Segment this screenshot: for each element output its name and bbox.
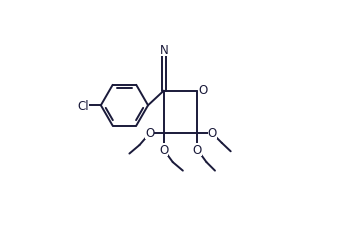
Text: O: O bbox=[193, 144, 202, 157]
Text: Cl: Cl bbox=[78, 99, 89, 112]
Text: O: O bbox=[145, 127, 154, 140]
Text: O: O bbox=[208, 127, 217, 140]
Text: O: O bbox=[198, 84, 208, 97]
Text: N: N bbox=[159, 44, 168, 57]
Text: O: O bbox=[159, 144, 168, 157]
